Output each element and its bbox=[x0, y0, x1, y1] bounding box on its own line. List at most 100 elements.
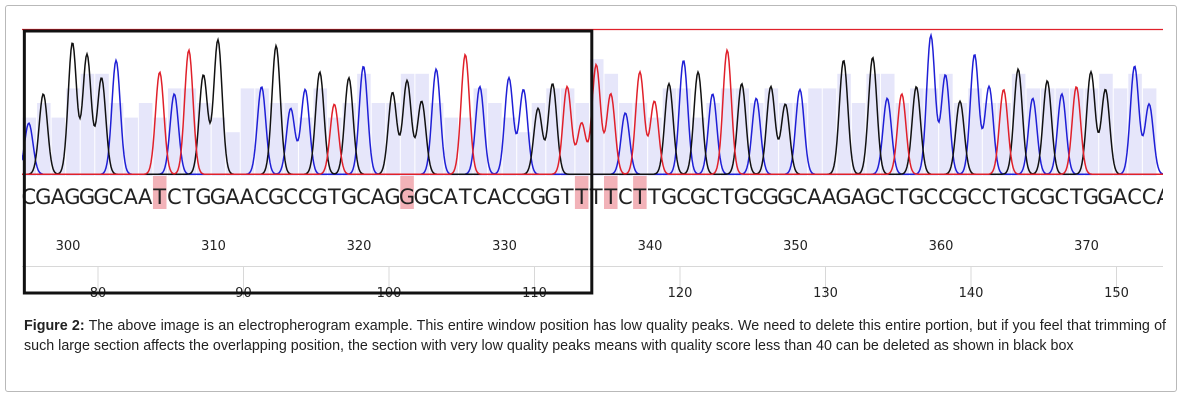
quality-bar bbox=[720, 88, 735, 176]
base-letter: C bbox=[749, 185, 764, 209]
quality-bar bbox=[429, 103, 444, 176]
quality-bar bbox=[1084, 88, 1099, 176]
position-axis: 300 310 320 330 340 350 360 370 bbox=[56, 239, 1099, 254]
quality-bar bbox=[1113, 88, 1128, 176]
base-letter: C bbox=[1054, 185, 1069, 209]
base-letter: A bbox=[822, 185, 837, 209]
quality-bar bbox=[968, 88, 982, 176]
quality-bar bbox=[691, 117, 706, 176]
base-letter: A bbox=[371, 185, 386, 209]
base-letter: G bbox=[1083, 185, 1099, 209]
base-letter: G bbox=[268, 185, 284, 209]
position-tick-label: 300 bbox=[56, 239, 81, 254]
base-letter: C bbox=[1142, 185, 1157, 209]
base-letter: G bbox=[661, 185, 677, 209]
base-letter: C bbox=[109, 185, 124, 209]
low-quality-box bbox=[22, 29, 594, 295]
base-letter: T bbox=[632, 185, 646, 209]
quality-bar bbox=[924, 88, 939, 176]
base-letter: G bbox=[195, 185, 211, 209]
base-letter: G bbox=[341, 185, 357, 209]
secondary-axis: 80 90 100 110 120 130 140 150 bbox=[90, 267, 1129, 298]
base-letter: A bbox=[51, 185, 66, 209]
quality-bar bbox=[851, 103, 866, 176]
base-letter: G bbox=[908, 185, 924, 209]
base-letter: G bbox=[865, 185, 881, 209]
quality-bar bbox=[197, 103, 211, 176]
base-letter: G bbox=[530, 185, 546, 209]
base-letter: C bbox=[167, 185, 182, 209]
position-tick-label: 320 bbox=[347, 239, 372, 254]
position-tick-label: 330 bbox=[492, 239, 517, 254]
base-letter: G bbox=[79, 185, 95, 209]
base-letter: G bbox=[384, 185, 400, 209]
quality-bar bbox=[415, 73, 429, 176]
secondary-tick-label: 150 bbox=[1104, 286, 1129, 298]
base-letter: G bbox=[64, 185, 80, 209]
base-letter: G bbox=[777, 185, 793, 209]
base-letter: C bbox=[298, 185, 313, 209]
quality-bar bbox=[226, 132, 240, 176]
base-letter: C bbox=[880, 185, 895, 209]
position-tick-label: 370 bbox=[1074, 239, 1099, 254]
quality-bar bbox=[604, 73, 619, 176]
base-letter: G bbox=[544, 185, 560, 209]
base-letter: G bbox=[312, 185, 328, 209]
base-letter: G bbox=[1039, 185, 1055, 209]
base-letter: T bbox=[647, 185, 661, 209]
base-letter: T bbox=[181, 185, 195, 209]
base-letter: G bbox=[413, 185, 429, 209]
base-letter: G bbox=[1010, 185, 1026, 209]
base-letter: G bbox=[399, 185, 415, 209]
quality-bar bbox=[371, 103, 386, 176]
base-highlight bbox=[604, 176, 618, 209]
base-letter: A bbox=[487, 185, 502, 209]
quality-bar bbox=[880, 73, 895, 176]
base-letter: C bbox=[283, 185, 298, 209]
secondary-tick-label: 140 bbox=[959, 286, 984, 298]
base-letter: C bbox=[429, 185, 444, 209]
base-letter: C bbox=[502, 185, 517, 209]
base-letter: C bbox=[676, 185, 691, 209]
base-letter: C bbox=[254, 185, 269, 209]
quality-bar bbox=[633, 103, 648, 176]
quality-bar bbox=[822, 88, 837, 176]
base-letter: C bbox=[924, 185, 939, 209]
quality-bar bbox=[488, 103, 502, 176]
base-letter: T bbox=[1069, 185, 1083, 209]
base-letter: A bbox=[1113, 185, 1128, 209]
quality-bar bbox=[138, 103, 153, 176]
quality-bar bbox=[269, 103, 284, 176]
base-letter: G bbox=[93, 185, 109, 209]
position-tick-label: 350 bbox=[783, 239, 808, 254]
base-letter: G bbox=[734, 185, 750, 209]
base-letter: G bbox=[835, 185, 851, 209]
base-letter: A bbox=[240, 185, 255, 209]
base-letter: C bbox=[705, 185, 720, 209]
base-letter: T bbox=[560, 185, 574, 209]
quality-bar bbox=[386, 103, 400, 176]
base-letter: T bbox=[894, 185, 908, 209]
base-highlight bbox=[400, 176, 414, 209]
base-letter: T bbox=[720, 185, 734, 209]
quality-bar bbox=[808, 88, 822, 176]
base-letter: A bbox=[1156, 185, 1163, 209]
base-letter: C bbox=[1127, 185, 1142, 209]
quality-bar bbox=[1142, 88, 1157, 176]
figure-caption: Figure 2: The above image is an electrop… bbox=[24, 317, 1166, 356]
base-letter: T bbox=[458, 185, 472, 209]
secondary-tick-label: 120 bbox=[668, 286, 693, 298]
base-letter: G bbox=[1097, 185, 1113, 209]
base-letter: T bbox=[603, 185, 617, 209]
base-letter: T bbox=[574, 185, 588, 209]
position-tick-label: 340 bbox=[638, 239, 663, 254]
base-letter: A bbox=[807, 185, 822, 209]
figure-frame bbox=[5, 5, 1177, 392]
base-highlight bbox=[633, 176, 647, 209]
quality-bar bbox=[502, 117, 517, 176]
quality-bar bbox=[298, 117, 313, 176]
base-highlight bbox=[574, 176, 589, 209]
base-letter: C bbox=[472, 185, 487, 209]
quality-bar bbox=[575, 103, 589, 176]
